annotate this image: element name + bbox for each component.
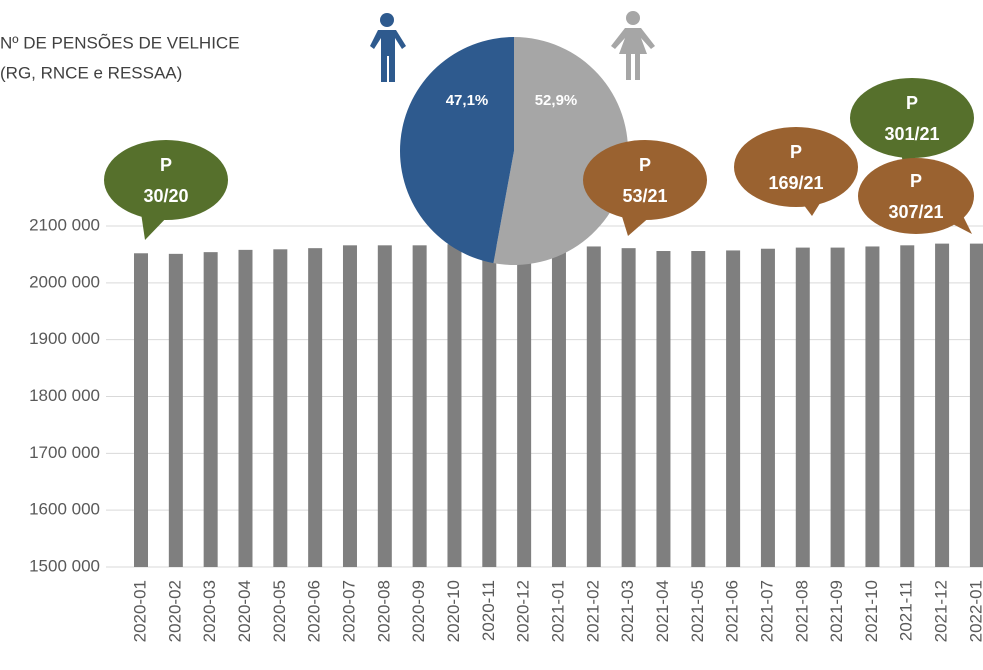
y-tick-label: 1700 000 xyxy=(29,443,100,462)
bar xyxy=(900,245,915,567)
bar xyxy=(691,251,706,568)
y-tick-label: 1500 000 xyxy=(29,556,100,575)
callout-text: P xyxy=(639,155,651,175)
x-tick-label: 2020-03 xyxy=(200,580,219,642)
bar xyxy=(134,253,148,567)
bar xyxy=(656,251,671,568)
x-tick-label: 2020-10 xyxy=(444,580,463,642)
bar xyxy=(447,244,462,568)
bar xyxy=(377,245,392,567)
y-tick-label: 1800 000 xyxy=(29,386,100,405)
bar xyxy=(412,245,427,567)
callout-bubble xyxy=(850,78,974,158)
bar xyxy=(726,250,741,567)
bar xyxy=(517,243,532,568)
callout-bubble xyxy=(734,127,858,207)
x-tick-label: 2021-05 xyxy=(688,580,707,642)
callout-text: 30/20 xyxy=(143,186,188,206)
callout-bubble xyxy=(583,140,707,220)
bar xyxy=(830,247,845,567)
bar xyxy=(551,243,566,567)
x-tick-label: 2021-01 xyxy=(548,580,567,642)
x-tick-label: 2021-08 xyxy=(792,580,811,642)
x-tick-label: 2021-11 xyxy=(897,580,916,641)
callout-text: P xyxy=(790,142,802,162)
x-tick-label: 2021-09 xyxy=(827,580,846,642)
bar xyxy=(238,249,253,567)
x-tick-label: 2022-01 xyxy=(966,580,983,642)
x-tick-label: 2020-04 xyxy=(235,580,254,642)
x-tick-label: 2021-02 xyxy=(583,580,602,642)
x-tick-label: 2020-09 xyxy=(409,580,428,642)
pie-label: 47,1% xyxy=(446,92,489,109)
x-tick-label: 2020-11 xyxy=(479,580,498,641)
callout-bubble xyxy=(104,140,228,220)
callout-text: 53/21 xyxy=(622,186,667,206)
bar xyxy=(795,247,810,567)
y-tick-label: 2000 000 xyxy=(29,272,100,291)
y-tick-label: 2100 000 xyxy=(29,215,100,234)
x-tick-label: 2021-04 xyxy=(653,580,672,642)
callout-text: P xyxy=(906,93,918,113)
chart-title: Nº DE PENSÕES DE VELHICE xyxy=(0,33,240,52)
bar xyxy=(969,243,983,567)
chart-subtitle: (RG, RNCE e RESSAA) xyxy=(0,63,182,82)
bar xyxy=(168,253,183,567)
callout: P 169/21 xyxy=(734,127,858,216)
y-tick-label: 1600 000 xyxy=(29,500,100,519)
x-tick-label: 2020-07 xyxy=(339,580,358,642)
callout-text: 169/21 xyxy=(768,173,823,193)
x-tick-label: 2020-06 xyxy=(305,580,324,642)
x-tick-label: 2021-03 xyxy=(618,580,637,642)
bar xyxy=(935,243,950,567)
x-tick-label: 2020-08 xyxy=(374,580,393,642)
bar xyxy=(482,243,497,567)
callout: P 301/21 xyxy=(850,78,974,170)
x-tick-label: 2020-02 xyxy=(165,580,184,642)
callout-text: P xyxy=(160,155,172,175)
callout-bubble xyxy=(858,158,974,234)
bar xyxy=(203,252,218,568)
bar xyxy=(760,248,775,567)
pie-slice xyxy=(493,37,628,265)
x-tick-label: 2020-01 xyxy=(130,580,149,642)
pie-slice xyxy=(399,37,514,264)
x-tick-label: 2021-06 xyxy=(723,580,742,642)
x-tick-label: 2020-05 xyxy=(270,580,289,642)
callout: P 53/21 xyxy=(583,140,707,236)
x-tick-label: 2021-07 xyxy=(757,580,776,642)
x-tick-label: 2021-12 xyxy=(932,580,951,642)
callout: P 30/20 xyxy=(104,140,228,240)
x-tick-label: 2020-12 xyxy=(514,580,533,642)
bar xyxy=(586,246,601,567)
man-icon xyxy=(370,13,406,82)
bar xyxy=(865,246,880,567)
pie-label: 52,9% xyxy=(535,92,578,109)
callout-text: P xyxy=(910,171,922,191)
callout: P 307/21 xyxy=(858,158,974,234)
bar xyxy=(342,245,357,567)
y-tick-label: 1900 000 xyxy=(29,329,100,348)
callout-text: 301/21 xyxy=(884,124,939,144)
callout-text: 307/21 xyxy=(888,202,943,222)
bar xyxy=(621,248,636,568)
bar xyxy=(273,249,288,567)
x-tick-label: 2021-10 xyxy=(862,580,881,642)
bar xyxy=(308,248,323,568)
woman-icon xyxy=(611,11,655,80)
